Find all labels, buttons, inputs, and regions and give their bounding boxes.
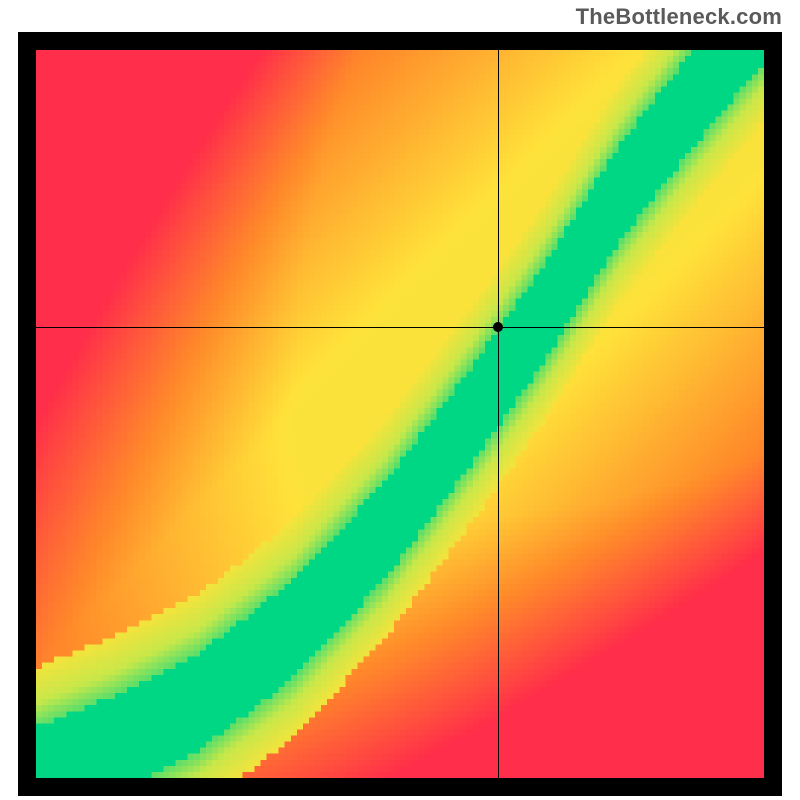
crosshair-horizontal bbox=[36, 327, 764, 328]
crosshair-vertical bbox=[498, 50, 499, 778]
chart-container: TheBottleneck.com bbox=[0, 0, 800, 800]
watermark-text: TheBottleneck.com bbox=[576, 4, 782, 30]
scatter-point bbox=[493, 322, 503, 332]
plot-area bbox=[36, 50, 764, 778]
heatmap-canvas bbox=[36, 50, 764, 778]
plot-outer-frame bbox=[18, 32, 782, 796]
